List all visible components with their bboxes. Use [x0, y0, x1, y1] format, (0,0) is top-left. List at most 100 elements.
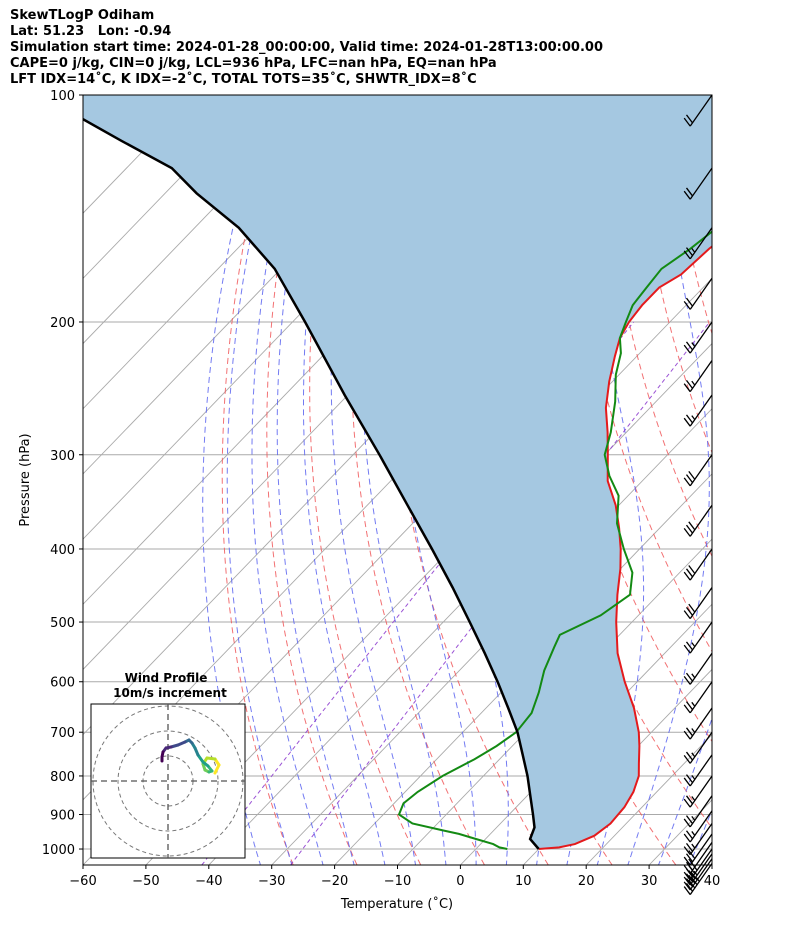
dry-adiabat — [266, 95, 358, 865]
wind-barb — [683, 548, 713, 581]
wind-barb-half-feather — [691, 815, 696, 821]
wind-barb-feather — [683, 117, 691, 127]
wind-barb — [683, 621, 713, 654]
wind-barb-feather — [685, 751, 694, 761]
x-tick-label: −40 — [195, 874, 222, 889]
wind-barb — [683, 833, 713, 866]
wind-barb-feather — [683, 777, 691, 787]
isotherm-line — [711, 864, 712, 865]
wind-barb — [683, 227, 713, 260]
isotherm-line — [334, 473, 712, 865]
isotherm-line — [83, 95, 261, 280]
dry-adiabat — [635, 95, 712, 454]
y-tick-label: 600 — [50, 676, 75, 691]
wind-barb-feather — [685, 727, 694, 737]
wind-barb-feather — [688, 874, 696, 884]
wind-barb-half-feather — [691, 701, 696, 707]
isotherm-line — [83, 95, 324, 345]
wind-barb — [683, 652, 713, 685]
wind-barb — [683, 775, 713, 808]
wind-barb-feather — [685, 774, 694, 784]
dry-adiabat — [221, 95, 294, 865]
moist-adiabat — [303, 95, 386, 865]
y-tick-label: 900 — [50, 809, 75, 824]
wind-barb-staff — [689, 731, 713, 764]
wind-barb-feather — [685, 701, 694, 710]
wind-barb-feather — [685, 882, 694, 892]
wind-barb-feather — [688, 879, 696, 889]
wind-barb-feather — [688, 603, 696, 613]
inset-ring — [117, 730, 219, 832]
wind-barb-staff — [689, 810, 713, 843]
wind-barb-half-feather — [691, 843, 696, 849]
wind-barb-feather — [685, 414, 694, 424]
moist-adiabat — [202, 95, 268, 865]
y-tick-label: 800 — [50, 770, 75, 785]
y-axis-label: Pressure (hPa) — [18, 433, 33, 526]
wind-barb-half-feather — [691, 342, 696, 347]
wind-barb-half-feather — [691, 728, 696, 733]
wind-barb-staff — [689, 360, 713, 393]
wind-barb-half-feather — [691, 642, 696, 648]
temperature-line — [538, 245, 712, 850]
x-tick-label: 40 — [704, 874, 721, 889]
x-tick-label: 30 — [641, 874, 658, 889]
wind-barb-feather — [685, 187, 694, 197]
wind-barb-feather — [690, 871, 698, 881]
x-tick-label: −20 — [321, 874, 348, 889]
x-tick-label: −10 — [384, 874, 411, 889]
wind-barb-half-feather — [691, 673, 696, 679]
dry-adiabat — [766, 95, 794, 865]
moist-adiabat — [360, 95, 447, 865]
wind-barb-staff — [689, 167, 713, 200]
wind-barb-staff — [689, 681, 713, 714]
wind-barb — [683, 795, 713, 828]
wind-barb — [683, 277, 713, 310]
wind-barb-feather — [683, 644, 691, 654]
wind-barb-feather — [683, 846, 691, 856]
wind-barb-feather — [688, 870, 696, 879]
y-tick-label: 500 — [50, 616, 75, 631]
wind-barb-feather — [683, 571, 691, 581]
wind-barb-feather — [685, 114, 694, 124]
wind-barb-feather — [683, 704, 691, 714]
wind-barb — [683, 504, 713, 537]
wind-barb-feather — [685, 853, 694, 863]
wind-barb-staff — [689, 754, 713, 787]
isotherm-line — [585, 733, 712, 865]
wind-barb — [683, 754, 713, 787]
wind-barb-feather — [683, 190, 691, 200]
parcel-shading — [83, 95, 712, 849]
wind-barb-feather — [683, 344, 691, 354]
wind-barb-feather — [685, 524, 694, 534]
x-tick-label: −60 — [69, 874, 96, 889]
wind-barb-half-feather — [691, 775, 696, 780]
wind-barb-staff — [689, 823, 713, 855]
wind-barb-feather — [685, 795, 694, 805]
wind-barb-half-feather — [691, 380, 696, 386]
dry-adiabat — [602, 95, 712, 558]
wind-barb-staff — [689, 454, 713, 487]
y-tick-label: 700 — [50, 726, 75, 741]
wind-barb — [683, 707, 713, 740]
wind-barb-feather — [685, 861, 694, 871]
wind-barb-feather — [683, 250, 691, 260]
wind-barb-feather — [685, 247, 694, 257]
dry-adiabat — [570, 95, 712, 653]
wind-barb — [683, 858, 713, 891]
y-tick-label: 1000 — [42, 843, 75, 858]
wind-barb-feather — [685, 297, 694, 307]
moist-adiabat — [251, 95, 324, 865]
wind-barb — [683, 842, 713, 874]
dry-adiabat — [734, 95, 794, 865]
wind-barb-feather — [688, 565, 696, 574]
dewpoint-line — [397, 230, 712, 850]
wind-barb-half-feather — [691, 831, 696, 836]
wind-barb-feather — [685, 341, 694, 351]
wind-barb-feather — [683, 865, 691, 874]
wind-barb — [683, 321, 713, 354]
wind-barb-half-feather — [691, 796, 696, 801]
y-tick-label: 100 — [50, 89, 75, 104]
wind-barb-feather — [683, 833, 691, 843]
wind-barb — [683, 823, 713, 856]
